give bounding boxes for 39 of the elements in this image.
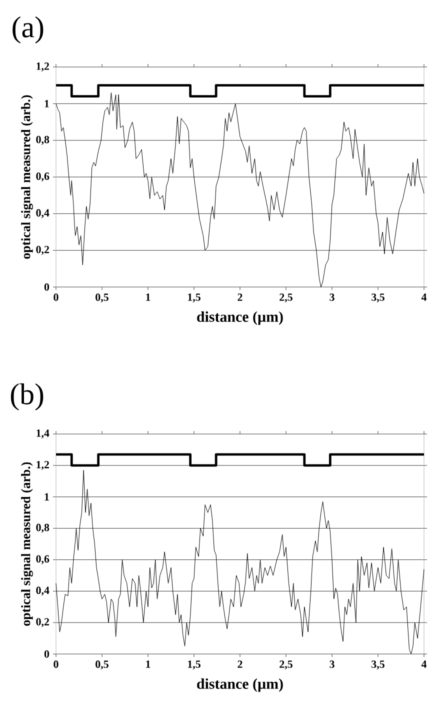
x-tick-label: 0 bbox=[54, 294, 58, 301]
y-axis-title: optical signal measured (arb.) bbox=[21, 95, 33, 259]
y-tick-label: 0,2 bbox=[36, 246, 49, 255]
x-tick-label: 4 bbox=[421, 294, 427, 301]
x-tick-label: 2,5 bbox=[280, 660, 292, 670]
y-tick-label: 1 bbox=[44, 493, 49, 500]
y-tick-label: 0,6 bbox=[36, 555, 50, 564]
y-axis-title: optical signal measured (arb.) bbox=[21, 462, 33, 626]
y-tick-label: 0 bbox=[44, 283, 50, 291]
x-tick-label: 2 bbox=[238, 660, 242, 668]
y-tick-label: 0 bbox=[44, 650, 50, 658]
y-tick-label: 1,4 bbox=[36, 430, 50, 438]
x-tick-label: 3,5 bbox=[372, 294, 384, 302]
x-tick-label: 1,5 bbox=[188, 294, 200, 302]
x-axis-title: distance (µm) bbox=[197, 311, 283, 325]
y-tick-label: 1,2 bbox=[36, 62, 49, 72]
x-tick-label: 1 bbox=[146, 294, 150, 301]
x-tick-label: 3 bbox=[330, 660, 334, 668]
y-tick-label: 0,8 bbox=[36, 136, 50, 145]
y-tick-label: 0,6 bbox=[36, 172, 50, 182]
x-tick-label: 0,5 bbox=[96, 660, 108, 670]
x-tick-label: 3 bbox=[330, 294, 334, 301]
y-tick-label: 1 bbox=[44, 100, 49, 108]
x-tick-label: 2 bbox=[238, 294, 242, 301]
y-tick-label: 0,4 bbox=[36, 586, 50, 596]
x-tick-label: 2,5 bbox=[280, 294, 292, 302]
y-tick-label: 0,4 bbox=[36, 209, 50, 218]
y-tick-label: 0,8 bbox=[36, 524, 50, 533]
x-tick-label: 1 bbox=[146, 660, 150, 668]
x-tick-label: 3,5 bbox=[372, 660, 384, 670]
x-axis-title: distance (µm) bbox=[197, 678, 283, 692]
y-tick-label: 1,2 bbox=[36, 460, 49, 470]
y-tick-label: 0,2 bbox=[36, 618, 49, 628]
x-tick-label: 1,5 bbox=[188, 660, 200, 670]
chart-title: (a) bbox=[12, 16, 44, 44]
x-tick-label: 0,5 bbox=[96, 294, 108, 303]
x-tick-label: 0 bbox=[54, 660, 58, 668]
chart-title: (b) bbox=[10, 383, 44, 411]
x-tick-label: 4 bbox=[421, 660, 427, 668]
